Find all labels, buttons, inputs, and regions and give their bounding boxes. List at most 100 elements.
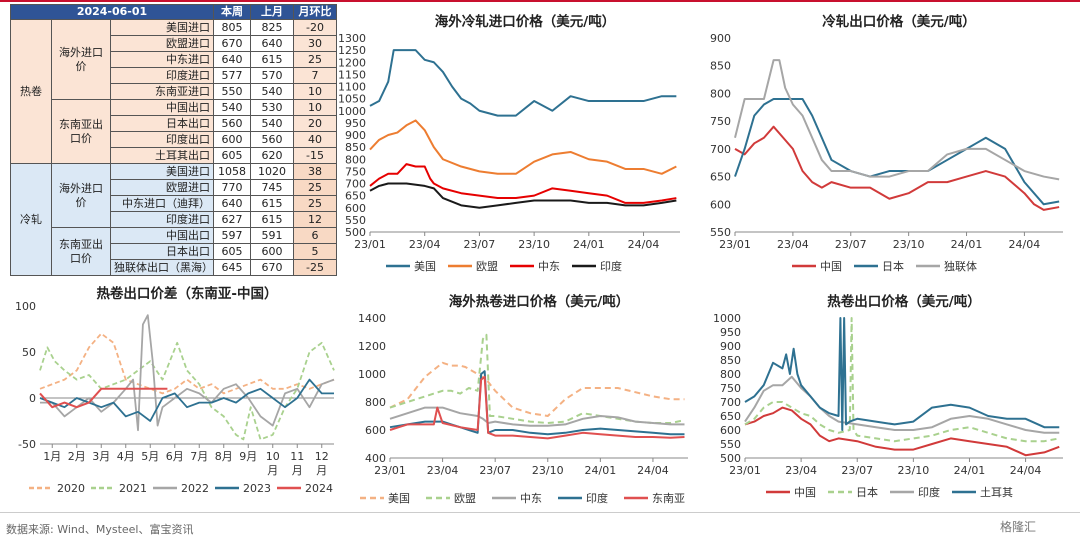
row-name: 中国出口	[110, 99, 214, 116]
row-name: 独联体出口（黑海）	[110, 259, 214, 276]
table-row: 东南亚出口价 中国出口 597 591 6	[11, 227, 337, 276]
table-body: 热卷 海外进口价 美国进口 805 825 -20 欧盟进口 670 640 30 中东进口 640 6…	[10, 19, 337, 276]
y-tick-label: 800	[345, 153, 366, 166]
legend-label: 印度	[586, 491, 608, 505]
legend-item: 印度	[572, 259, 622, 273]
y-tick-label: 1100	[338, 81, 366, 94]
y-tick-label: 700	[345, 178, 366, 191]
y-tick-label: 400	[365, 452, 386, 465]
legend-item: 中东	[492, 492, 542, 505]
x-tick-label: 23/07	[464, 238, 496, 251]
chart-hot-rolled-export: 热卷出口价格（美元/吨） 5005506006507007508008509009…	[713, 293, 1063, 499]
table-row: 欧盟进口 770 745 25	[11, 179, 337, 196]
x-tick-label: 23/07	[841, 464, 873, 477]
month-change: 7	[293, 67, 337, 84]
y-tick-label: 750	[720, 382, 741, 395]
month-change: 30	[293, 35, 337, 52]
y-tick-label: 1300	[338, 32, 366, 45]
chart-title: 海外热卷进口价格（美元/吨）	[449, 293, 629, 310]
x-tick-label-line: 12	[315, 450, 329, 463]
month-change: -15	[293, 147, 337, 164]
legend-item: 美国	[386, 260, 436, 273]
legend-item: 2021	[91, 482, 147, 495]
y-tick-label: 850	[345, 141, 366, 154]
current-value: 577	[213, 67, 251, 84]
month-change: 40	[293, 131, 337, 148]
x-tick-label: 24/04	[628, 238, 660, 251]
series-line-2022	[40, 314, 335, 432]
y-tick-label: 950	[345, 117, 366, 130]
data-source-note: 数据来源: Wind、Mysteel、富宝资讯	[6, 523, 194, 536]
month-change: -20	[293, 19, 337, 36]
current-value: 645	[213, 259, 251, 276]
y-tick-label: 1400	[358, 312, 386, 325]
x-tick-label: 23/01	[374, 464, 406, 477]
x-tick-label-line: 月	[267, 464, 278, 477]
previous-value: 825	[250, 19, 294, 36]
previous-value: 570	[250, 67, 294, 84]
x-tick-label: 23/04	[427, 464, 459, 477]
section-label-hot: 热卷	[10, 19, 52, 164]
x-tick-label: 24/04	[1009, 238, 1041, 251]
x-tick-label: 23/01	[354, 238, 386, 251]
y-tick-label: 500	[720, 452, 741, 465]
legend-item: 欧盟	[426, 492, 476, 505]
legend-label: 印度	[600, 259, 622, 273]
row-name: 中东进口	[110, 51, 214, 68]
current-value: 600	[213, 131, 251, 148]
y-tick-label: 900	[710, 32, 731, 45]
y-tick-label: 650	[345, 190, 366, 203]
legend-item: 2024	[277, 482, 333, 495]
row-name: 东南亚进口	[110, 83, 214, 100]
y-tick-label: 550	[710, 226, 731, 239]
y-tick-label: 600	[720, 424, 741, 437]
legend-item: 东南亚	[624, 492, 685, 505]
y-tick-label: 100	[15, 300, 36, 313]
legend-label: 欧盟	[454, 492, 476, 505]
current-value: 640	[213, 51, 251, 68]
x-tick-label-line: 10	[266, 450, 280, 463]
y-tick-label: 550	[720, 438, 741, 451]
row-name: 欧盟进口	[110, 35, 214, 52]
table-row: 印度出口 600 560 40	[11, 131, 337, 148]
y-tick-label: 900	[345, 129, 366, 142]
x-tick-label: 24/04	[1010, 464, 1042, 477]
series-line-日本	[734, 97, 1060, 206]
legend-item: 日本	[854, 259, 904, 273]
previous-value: 615	[250, 195, 294, 212]
series-line-美国	[369, 49, 677, 117]
chart-title: 热卷出口价差（东南亚-中国）	[96, 285, 277, 302]
current-value: 640	[213, 195, 251, 212]
previous-value: 615	[250, 51, 294, 68]
table-row: 日本出口 605 600 5	[11, 243, 337, 260]
y-tick-label: 550	[345, 214, 366, 227]
x-tick-label: 23/10	[532, 464, 564, 477]
month-change: 25	[293, 179, 337, 196]
table-row: 东南亚出口价 中国出口 540 530 10	[11, 99, 337, 164]
legend-item: 土耳其	[952, 486, 1013, 499]
group-label: 海外进口价	[51, 163, 111, 228]
x-tick-label: 23/10	[518, 238, 550, 251]
y-tick-label: 700	[720, 396, 741, 409]
y-tick-label: 600	[710, 198, 731, 211]
legend-label: 独联体	[944, 259, 977, 273]
y-tick-label: 850	[710, 60, 731, 73]
y-tick-label: 650	[710, 171, 731, 184]
legend-label: 2024	[305, 482, 333, 495]
legend-label: 欧盟	[476, 260, 498, 273]
legend-item: 欧盟	[448, 260, 498, 273]
y-tick-label: 700	[710, 143, 731, 156]
legend-label: 中国	[794, 486, 816, 499]
current-value: 805	[213, 19, 251, 36]
series-line-欧盟	[389, 333, 685, 424]
x-tick-label-line: 月	[316, 464, 327, 477]
x-tick-label: 1月	[43, 450, 61, 463]
series-line-中东	[369, 163, 677, 204]
x-tick-label: 12 月	[315, 450, 329, 477]
series-line-印度	[369, 182, 677, 209]
table-row: 冷轧 海外进口价 美国进口 1058 1020 38	[10, 163, 337, 276]
previous-value: 615	[250, 211, 294, 228]
y-tick-label: 500	[345, 226, 366, 239]
y-tick-label: 1200	[358, 340, 386, 353]
legend-item: 独联体	[916, 259, 977, 273]
